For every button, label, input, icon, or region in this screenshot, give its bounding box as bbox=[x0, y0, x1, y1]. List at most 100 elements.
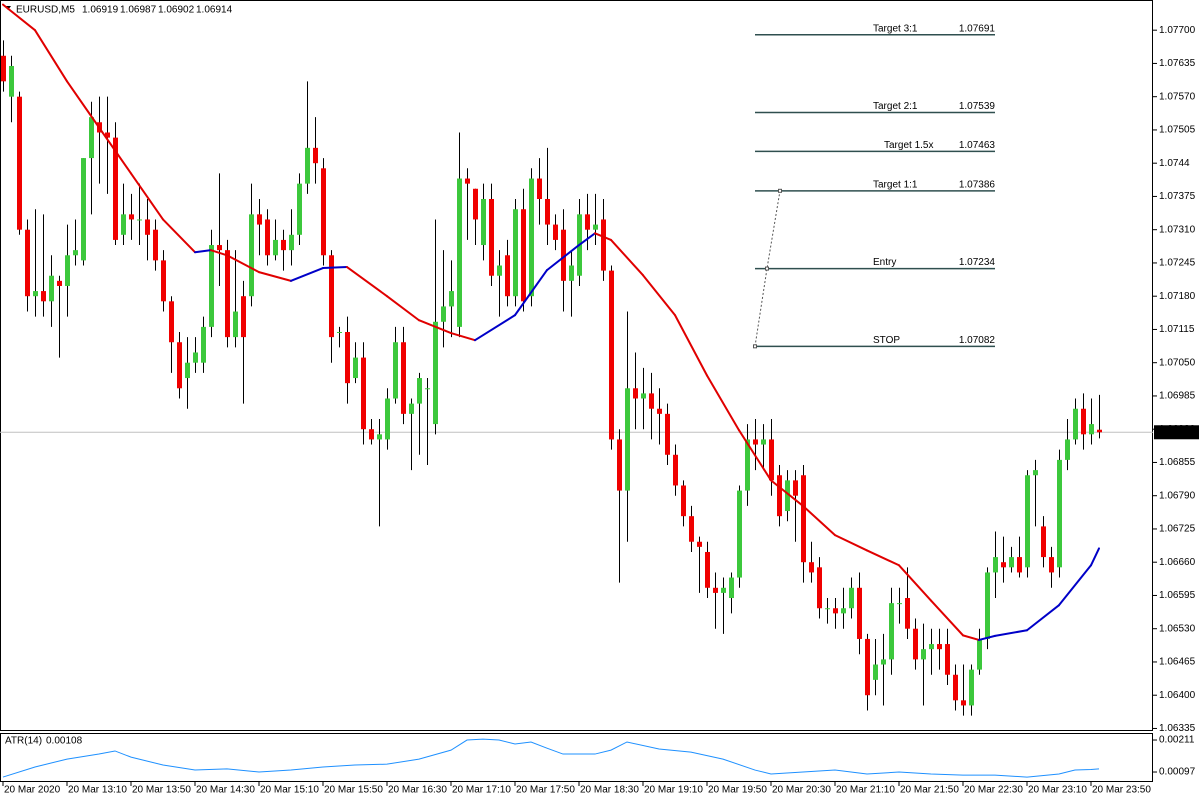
candle-body bbox=[9, 65, 14, 97]
level-value: 1.07234 bbox=[959, 257, 996, 268]
ma-line bbox=[162, 218, 196, 254]
candle-body bbox=[865, 638, 870, 696]
candle-body bbox=[617, 439, 622, 491]
atr-line bbox=[2, 738, 1100, 778]
close: 1.06914 bbox=[196, 5, 233, 16]
candle-body bbox=[633, 388, 638, 399]
candle-body bbox=[17, 96, 22, 230]
candle-body bbox=[57, 280, 62, 286]
ma-line bbox=[866, 549, 900, 567]
candle-body bbox=[321, 168, 326, 256]
candle-body bbox=[313, 147, 318, 164]
candle-body bbox=[369, 429, 374, 440]
x-tick-label: 20 Mar 15:10 bbox=[260, 785, 319, 796]
candle-body bbox=[1073, 408, 1078, 440]
candle-body bbox=[497, 265, 502, 276]
candle-body bbox=[305, 147, 310, 184]
ma-line bbox=[546, 244, 580, 272]
candle-body bbox=[977, 638, 982, 670]
candle-body bbox=[161, 260, 166, 302]
candle-body bbox=[961, 700, 966, 706]
candle-body bbox=[489, 198, 494, 276]
ma-line bbox=[290, 267, 324, 282]
x-tick-label: 20 Mar 15:50 bbox=[324, 785, 383, 796]
candle-body bbox=[377, 434, 382, 440]
candle-body bbox=[249, 214, 254, 297]
y-tick-label: 1.06725 bbox=[1159, 524, 1196, 535]
candle-body bbox=[337, 332, 342, 334]
y-tick-label: 1.07050 bbox=[1159, 357, 1196, 368]
candle-body bbox=[505, 255, 510, 297]
candle-body bbox=[121, 214, 126, 235]
level-value: 1.07463 bbox=[959, 140, 996, 151]
candle-body bbox=[665, 413, 670, 455]
candle-body bbox=[729, 577, 734, 599]
ma-line bbox=[578, 232, 596, 247]
candle-body bbox=[73, 250, 78, 256]
ma-line bbox=[514, 269, 548, 317]
x-tick-label: 20 Mar 17:50 bbox=[516, 785, 575, 796]
candle-body bbox=[441, 306, 446, 322]
candle-body bbox=[209, 245, 214, 327]
candle-body bbox=[433, 321, 438, 425]
candle-body bbox=[473, 188, 478, 220]
x-tick-label: 20 Mar 16:30 bbox=[388, 785, 447, 796]
y-tick-label: 1.06660 bbox=[1159, 557, 1196, 568]
candle-body bbox=[1081, 408, 1086, 435]
x-tick-label: 20 Mar 2020 bbox=[4, 785, 61, 796]
candle-body bbox=[713, 587, 718, 593]
candle-body bbox=[1057, 459, 1062, 568]
level-value: 1.07082 bbox=[959, 335, 996, 346]
y-tick-label: 1.07700 bbox=[1159, 25, 1196, 36]
ma-line bbox=[1026, 604, 1060, 632]
candle-body bbox=[345, 332, 350, 384]
ma-line bbox=[226, 254, 260, 274]
x-tick-label: 20 Mar 23:50 bbox=[1092, 785, 1151, 796]
ma-line bbox=[130, 172, 164, 221]
candle-body bbox=[825, 608, 830, 610]
y-tick-label: 1.07375 bbox=[1159, 191, 1196, 202]
candle-body bbox=[1097, 429, 1102, 433]
candle-body bbox=[25, 229, 30, 297]
y-tick-label: 1.06790 bbox=[1159, 490, 1196, 501]
y-tick-label: 1.07310 bbox=[1159, 224, 1196, 235]
candle-body bbox=[689, 516, 694, 542]
y-tick-label: 1.06335 bbox=[1159, 723, 1196, 734]
candle-body bbox=[113, 137, 118, 240]
candle-body bbox=[145, 219, 150, 235]
ma-line bbox=[210, 249, 228, 257]
candle-body bbox=[281, 239, 286, 251]
candle-body bbox=[553, 224, 558, 240]
x-tick-label: 20 Mar 20:30 bbox=[772, 785, 831, 796]
candle-body bbox=[241, 296, 246, 338]
candle-body bbox=[457, 178, 462, 327]
candle-body bbox=[817, 567, 822, 609]
level-label: Entry bbox=[873, 257, 896, 268]
x-tick-label: 20 Mar 21:50 bbox=[900, 785, 959, 796]
candle-body bbox=[761, 439, 766, 445]
ma-line bbox=[2, 3, 36, 32]
ma-line bbox=[642, 274, 676, 317]
candle-body bbox=[481, 198, 486, 246]
trade-node bbox=[778, 188, 782, 193]
candle-body bbox=[41, 291, 46, 302]
ma-line bbox=[706, 374, 740, 432]
x-tick-label: 20 Mar 13:10 bbox=[68, 785, 127, 796]
x-tick-label: 20 Mar 19:10 bbox=[644, 785, 703, 796]
candle-body bbox=[545, 198, 550, 225]
candle-body bbox=[881, 659, 886, 665]
candle-body bbox=[1049, 557, 1054, 573]
price-label: 1.06914 bbox=[1158, 427, 1195, 438]
y-tick-label: 0.00097 bbox=[1159, 767, 1196, 778]
candle-body bbox=[1041, 526, 1046, 558]
ma-line bbox=[258, 271, 292, 282]
candle-body bbox=[849, 587, 854, 609]
low: 1.06902 bbox=[158, 5, 195, 16]
candle-body bbox=[449, 291, 454, 307]
candle-body bbox=[297, 183, 302, 235]
candle-body bbox=[129, 214, 134, 220]
atr-name: ATR(14) bbox=[5, 736, 42, 747]
open: 1.06919 bbox=[82, 5, 119, 16]
